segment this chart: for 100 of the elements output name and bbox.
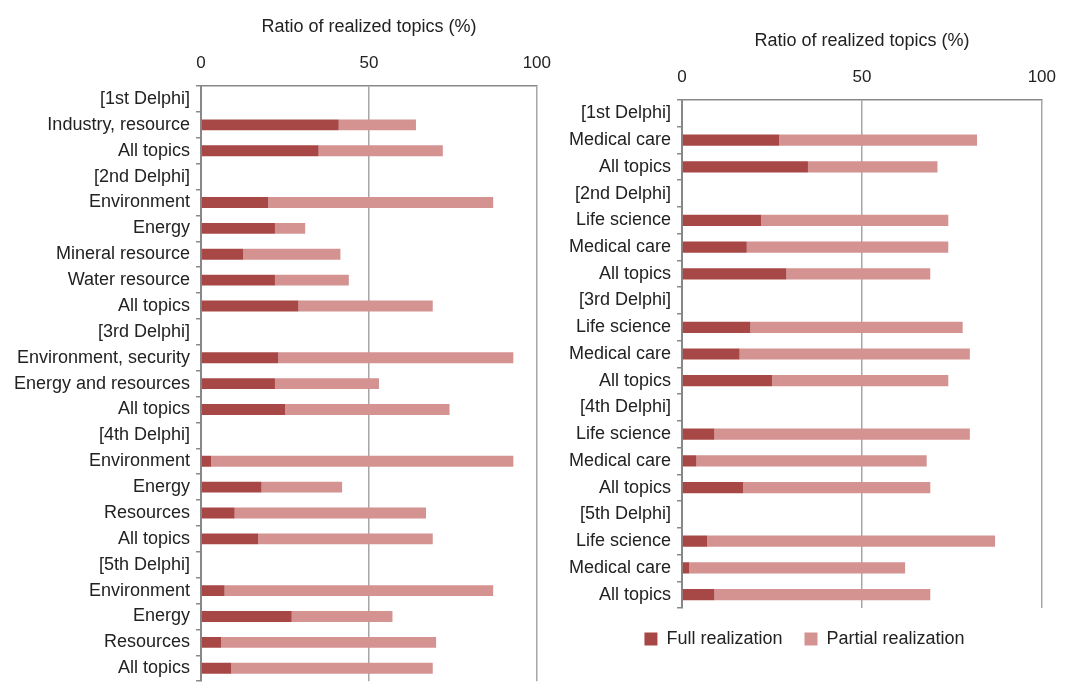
y-tick-label: All topics — [118, 294, 191, 315]
y-tick-label: [3rd Delphi] — [578, 289, 672, 310]
y-tick-label: All topics — [118, 139, 191, 160]
bar — [298, 300, 433, 312]
bar — [201, 274, 275, 286]
bar — [682, 268, 787, 280]
bar — [682, 482, 744, 494]
bar — [743, 482, 931, 494]
bar — [714, 428, 970, 440]
bar — [786, 268, 931, 280]
bar — [201, 636, 222, 648]
x-tick-label: 50 — [359, 53, 379, 73]
bar — [201, 222, 275, 234]
y-tick-label: Energy and resources — [13, 372, 191, 393]
y-tick-label: Medical care — [568, 342, 672, 363]
y-tick-label: All topics — [599, 476, 672, 497]
bar — [274, 222, 306, 234]
x-axis-title: Ratio of realized topics (%) — [754, 29, 970, 50]
y-tick-label: Resources — [104, 501, 191, 522]
bar — [761, 214, 949, 226]
legend-label: Full realization — [666, 627, 783, 648]
bar — [682, 562, 690, 574]
y-tick-label: Life science — [575, 423, 672, 444]
bar — [682, 348, 740, 360]
bar — [682, 535, 708, 547]
bar — [201, 507, 235, 519]
bar — [696, 455, 927, 467]
bar — [201, 352, 279, 364]
bar — [278, 352, 514, 364]
y-tick-label: [4th Delphi] — [579, 396, 672, 417]
bar — [318, 145, 443, 157]
bar — [261, 481, 343, 493]
bar — [231, 662, 433, 674]
x-tick-label: 50 — [852, 67, 872, 87]
y-tick-label: [4th Delphi] — [99, 424, 191, 445]
bar — [258, 533, 433, 545]
bar — [201, 662, 232, 674]
bar — [682, 134, 780, 146]
x-tick-label: 0 — [677, 67, 687, 87]
y-tick-label: Mineral resource — [56, 243, 191, 264]
y-tick-label: Life science — [575, 209, 672, 230]
bar — [201, 300, 299, 312]
bar — [682, 375, 772, 387]
y-tick-label: [2nd Delphi] — [94, 165, 191, 186]
bar — [682, 455, 697, 467]
y-tick-label: Environment — [89, 579, 191, 600]
y-tick-label: All topics — [118, 398, 191, 419]
y-tick-label: Resources — [104, 631, 191, 652]
y-tick-label: [2nd Delphi] — [574, 182, 672, 203]
y-tick-label: All topics — [599, 155, 672, 176]
x-axis-title: Ratio of realized topics (%) — [261, 15, 477, 36]
bar — [714, 589, 931, 601]
bar — [211, 455, 514, 467]
bar — [274, 274, 349, 286]
bar — [201, 611, 292, 622]
bar — [201, 248, 244, 260]
bar — [707, 535, 996, 547]
y-tick-label: Life science — [575, 530, 672, 551]
bar — [201, 481, 262, 493]
bar — [682, 161, 808, 173]
y-tick-label: All topics — [118, 657, 191, 678]
bar — [750, 321, 963, 333]
y-tick-label: [3rd Delphi] — [98, 320, 191, 341]
y-tick-label: Water resource — [67, 269, 191, 290]
y-tick-label: Medical care — [568, 556, 672, 577]
y-tick-label: [5th Delphi] — [99, 553, 191, 574]
bar — [224, 585, 494, 597]
y-tick-label: All topics — [118, 527, 191, 548]
y-tick-label: Industry, resource — [47, 113, 191, 134]
bar — [807, 161, 938, 173]
y-tick-label: Environment — [89, 450, 191, 471]
bar — [201, 197, 269, 208]
bar — [243, 248, 341, 260]
y-tick-label: All topics — [599, 369, 672, 390]
bar — [682, 589, 715, 601]
bar — [682, 428, 715, 440]
y-tick-label: Life science — [575, 316, 672, 337]
x-tick-label: 100 — [522, 53, 552, 73]
bar — [201, 119, 339, 131]
bar — [739, 348, 970, 360]
y-tick-label: Energy — [133, 605, 191, 626]
y-tick-label: All topics — [599, 583, 672, 604]
bar — [201, 533, 259, 545]
y-tick-label: Medical care — [568, 449, 672, 470]
bar — [274, 378, 380, 390]
bar — [779, 134, 978, 146]
bar — [201, 378, 275, 390]
bar — [746, 241, 949, 253]
bar — [201, 145, 319, 157]
y-tick-label: [1st Delphi] — [580, 102, 672, 123]
bar — [291, 611, 393, 622]
y-tick-label: Medical care — [568, 236, 672, 257]
bar — [682, 321, 751, 333]
bar — [338, 119, 416, 131]
bar — [285, 404, 450, 415]
y-tick-label: Energy — [133, 476, 191, 497]
bar — [201, 585, 225, 597]
bar — [268, 197, 494, 208]
bar — [221, 636, 437, 648]
y-tick-label: All topics — [599, 262, 672, 283]
